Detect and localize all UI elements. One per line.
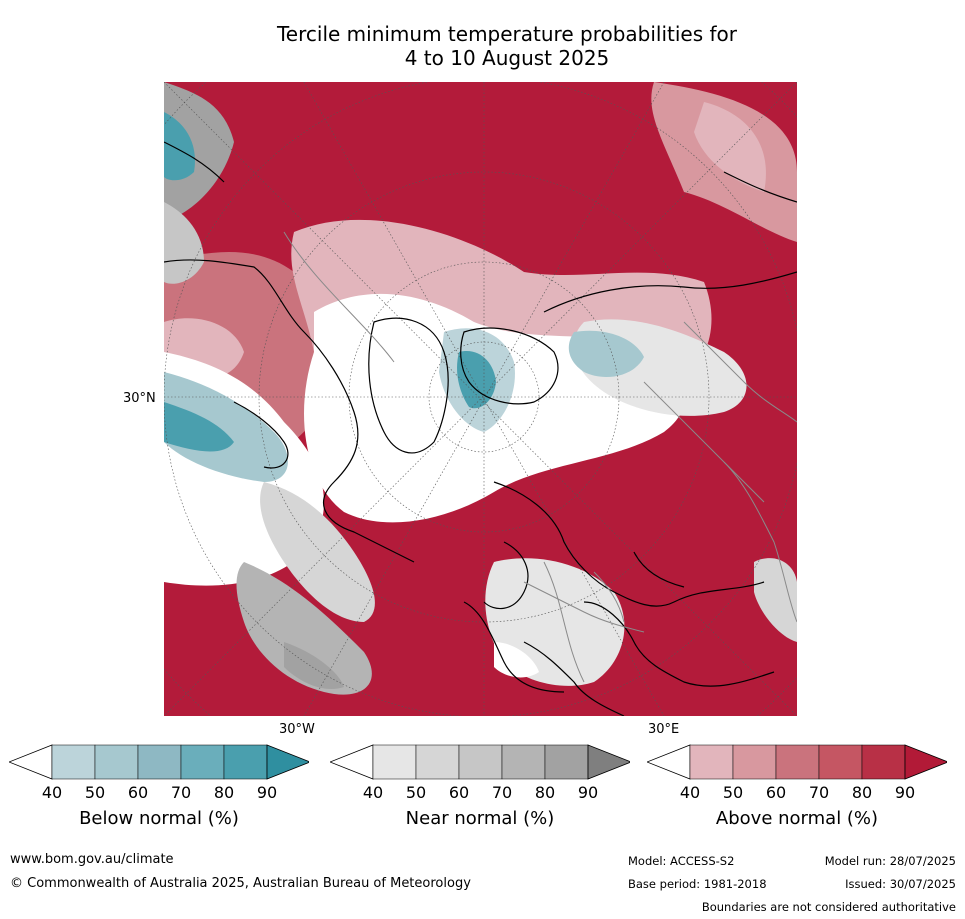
tick-label: 80	[851, 783, 873, 802]
colorbar-segment	[372, 744, 417, 780]
legend-title-above: Above normal (%)	[715, 808, 879, 829]
tick-label: 50	[405, 783, 427, 802]
tick-label: 80	[213, 783, 235, 802]
model-text: Model: ACCESS-S2	[628, 854, 735, 868]
colorbar-below-normal	[9, 744, 309, 780]
colorbar-segment	[501, 744, 546, 780]
legend-title-below: Below normal (%)	[79, 808, 239, 829]
tick-label: 60	[765, 783, 787, 802]
graticule	[164, 82, 797, 716]
colorbar-segment	[94, 744, 139, 780]
colorbar-segment	[458, 744, 503, 780]
region-below-normal-high	[164, 402, 234, 452]
colorbar-extend-low	[9, 744, 53, 780]
website-link[interactable]: www.bom.gov.au/climate	[10, 852, 174, 867]
tick-label: 50	[722, 783, 744, 802]
coastlines	[164, 141, 797, 716]
colorbar-segment	[415, 744, 460, 780]
model-run-text: Model run: 28/07/2025	[824, 854, 956, 868]
colorbar-extend-high	[266, 744, 309, 780]
colorbar-segment	[861, 744, 906, 780]
tick-label: 50	[84, 783, 106, 802]
region-near-normal	[260, 482, 375, 622]
tick-label: 90	[894, 783, 916, 802]
region-below-normal	[568, 330, 644, 377]
chart-title: Tercile minimum temperature probabilitie…	[0, 22, 965, 70]
colorbar-segment	[180, 744, 225, 780]
tick-label: 70	[491, 783, 513, 802]
issued-text: Issued: 30/07/2025	[845, 877, 956, 891]
region-near-normal	[164, 82, 234, 222]
colorbar-extend-high	[587, 744, 630, 780]
colorbar-segment	[51, 744, 96, 780]
disclaimer-text: Boundaries are not considered authoritat…	[701, 900, 956, 914]
colorbar-segment	[732, 744, 777, 780]
legend-title-near: Near normal (%)	[405, 808, 555, 829]
region-below-normal-high	[457, 351, 496, 409]
colorbar-segment	[689, 744, 734, 780]
colorbar-near-normal	[330, 744, 630, 780]
map-canvas	[164, 82, 797, 716]
latitude-label-30n: 30°N	[123, 391, 156, 406]
tick-label: 90	[577, 783, 599, 802]
tick-label: 60	[448, 783, 470, 802]
copyright-text: © Commonwealth of Australia 2025, Austra…	[10, 876, 471, 891]
colorbar-extend-low	[647, 744, 691, 780]
colorbar-segment	[223, 744, 268, 780]
tick-label: 80	[534, 783, 556, 802]
region-below-normal	[164, 372, 288, 482]
tick-label: 70	[170, 783, 192, 802]
tick-label: 40	[41, 783, 63, 802]
colorbar-segment	[818, 744, 863, 780]
tick-label: 60	[127, 783, 149, 802]
tick-label: 40	[679, 783, 701, 802]
colorbar-above-normal	[647, 744, 947, 780]
colorbar-segment	[137, 744, 182, 780]
region-light-above	[694, 102, 766, 192]
region-near-normal-high	[284, 642, 344, 690]
tick-label: 70	[808, 783, 830, 802]
probability-map	[164, 82, 797, 716]
region-near-normal	[164, 202, 204, 284]
tick-label: 40	[362, 783, 384, 802]
colorbar-extend-low	[330, 744, 374, 780]
base-period-text: Base period: 1981-2018	[628, 877, 767, 891]
tick-label: 90	[256, 783, 278, 802]
region-below-normal-high	[164, 112, 195, 181]
title-line-2: 4 to 10 August 2025	[404, 46, 610, 70]
colorbar-extend-high	[904, 744, 947, 780]
colorbar-segment	[544, 744, 589, 780]
country-boundaries	[283, 231, 797, 683]
longitude-label-30w: 30°W	[279, 722, 315, 737]
region-near-normal	[754, 558, 797, 642]
colorbar-segment	[775, 744, 820, 780]
region-neutral	[494, 642, 539, 678]
longitude-label-30e: 30°E	[648, 722, 680, 737]
title-line-1: Tercile minimum temperature probabilitie…	[276, 22, 738, 46]
region-near-normal	[236, 562, 372, 695]
